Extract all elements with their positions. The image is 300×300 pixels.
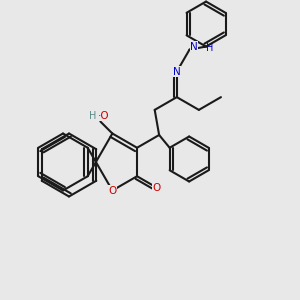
Text: N: N [173, 67, 181, 76]
Text: O: O [108, 185, 116, 196]
Text: O: O [153, 183, 161, 193]
Text: N: N [190, 42, 198, 52]
Text: ·H: ·H [203, 43, 213, 53]
Text: H: H [89, 110, 97, 121]
Text: ·O: ·O [98, 110, 109, 121]
